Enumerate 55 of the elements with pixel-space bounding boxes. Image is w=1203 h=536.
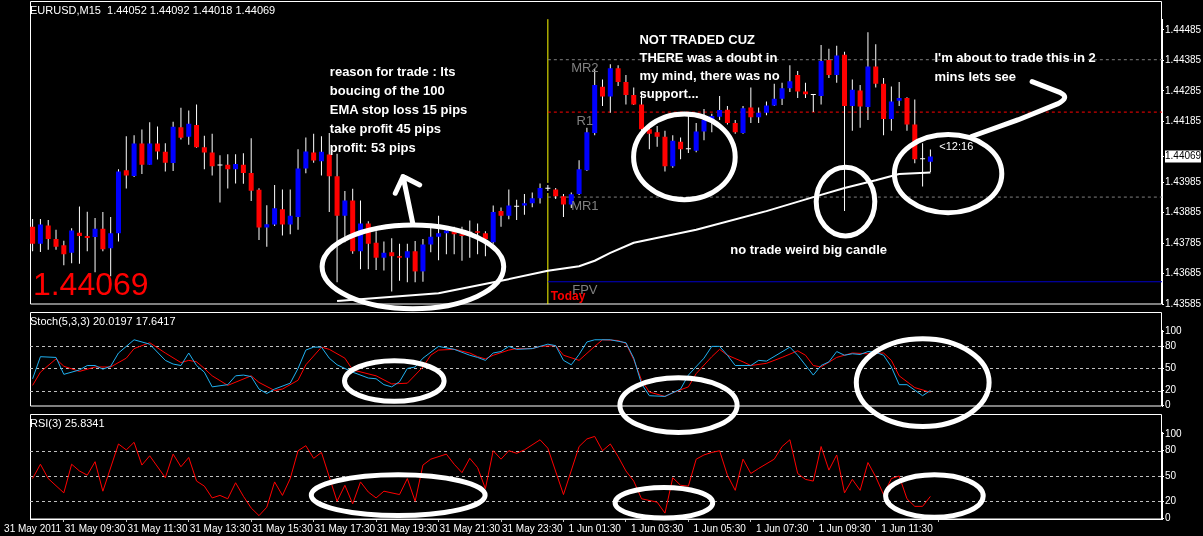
candlestick [217,155,223,203]
series-label: MR1 [571,197,599,213]
y-tick-label: 1.43785 [1165,236,1202,248]
candlestick [810,94,816,113]
y-tick-label: 50 [1165,362,1177,374]
x-tick-label: 31 May 19:30 [377,522,439,534]
x-tick-label: 31 May 23:30 [501,522,563,534]
candlestick [123,136,129,189]
x-tick-label: 31 May 09:30 [64,522,126,534]
x-tick-label: 1 Jun 03:30 [631,522,684,534]
annotation: no trade weird big candle [730,241,888,257]
x-tick-label: 31 May 21:30 [439,522,501,534]
y-tick-label: 20 [1165,384,1177,396]
y-tick-label: 80 [1165,444,1177,456]
candlestick [685,115,691,153]
x-tick-label: 31 May 15:30 [252,522,314,534]
x-tick-label: 1 Jun 11:30 [881,522,934,534]
annotation: NOT TRADED CUZ THERE was a doubt in my mind, there was no support... [639,32,780,102]
y-tick-label: 1.44485 [1165,23,1202,35]
series-label: MR2 [571,60,599,76]
y-tick-label: 1.44069 [1165,150,1202,162]
y-tick-label: 1.44385 [1165,54,1202,66]
x-tick-label: 31 May 17:30 [314,522,376,534]
candlestick [264,205,270,247]
y-tick-label: 80 [1165,340,1177,352]
y-tick-label: 1.43985 [1165,175,1202,187]
x-tick-label: 31 May 2011 [4,522,62,534]
x-tick-label: 1 Jun 09:30 [818,522,872,534]
x-tick-label: 1 Jun 07:30 [755,522,809,534]
x-tick-label: 31 May 13:30 [189,522,251,534]
y-tick-label: 1.44185 [1165,114,1202,126]
y-tick-label: 1.43685 [1165,267,1202,279]
annotation: I'm about to trade this in 2 mins lets see [934,49,1096,84]
y-tick-label: 1.44285 [1165,84,1202,96]
chart-title: EURUSD,M15 1.44052 1.44092 1.44018 1.44069 [30,3,276,16]
y-tick-label: 0 [1165,399,1171,411]
y-tick-label: 100 [1165,325,1183,337]
chart-title: RSI(3) 25.8341 [30,416,105,429]
y-tick-label: 100 [1165,427,1183,439]
annotation: <12:16 [939,139,974,152]
y-tick-label: 1.43885 [1165,206,1202,218]
y-tick-label: 50 [1165,469,1177,481]
x-tick-label: 31 May 11:30 [127,522,188,534]
candlestick [389,238,395,292]
y-tick-label: 0 [1165,511,1171,523]
x-tick-label: 1 Jun 01:30 [568,522,622,534]
candlestick [84,211,90,252]
x-tick-label: 1 Jun 05:30 [693,522,747,534]
candlestick [397,243,403,281]
annotation: reason for trade : Its boucing of the 100 EMA stop loss 15 pips take profit 45 pips profit: 53 pips [329,63,468,155]
y-tick-label: 20 [1165,495,1177,507]
y-tick-label: 1.43585 [1165,297,1202,309]
candlestick [514,199,520,220]
annotation: 1.44069 [32,266,149,303]
chart-title: Stoch(5,3,3) 20.0197 17.6417 [30,314,176,327]
